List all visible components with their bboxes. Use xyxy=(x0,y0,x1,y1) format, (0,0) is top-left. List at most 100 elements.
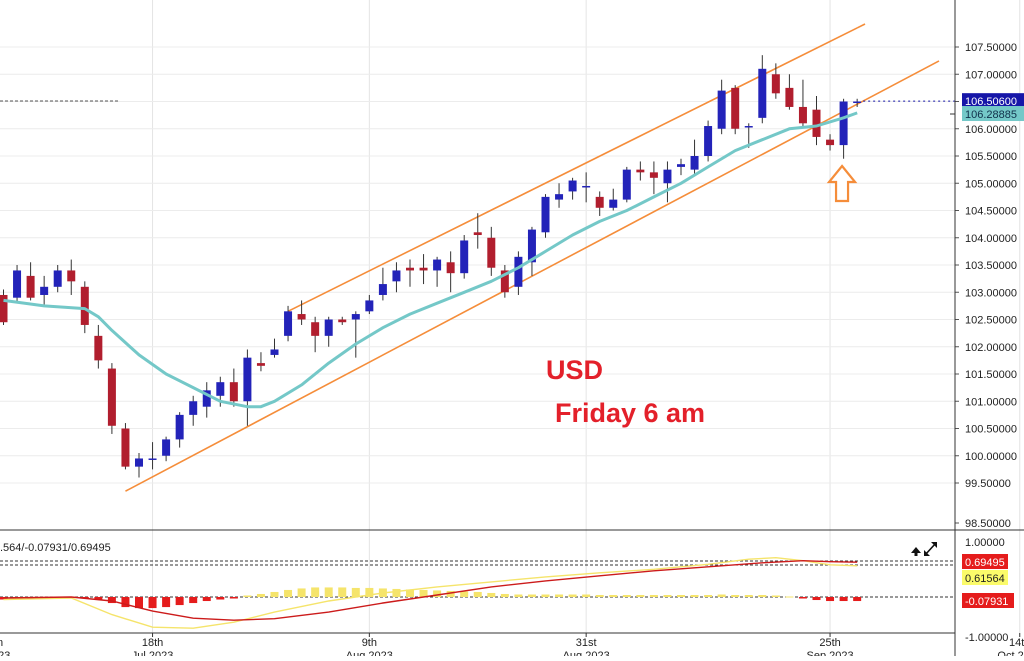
candle-down xyxy=(771,74,780,94)
candle-up xyxy=(663,169,672,184)
candle-down xyxy=(67,270,76,282)
y-tick-label: 107.00000 xyxy=(965,69,1017,81)
candle-up xyxy=(189,401,198,415)
candle-up xyxy=(609,199,618,208)
grid-lines xyxy=(0,0,1021,633)
candle-down xyxy=(0,294,8,323)
histogram-bar xyxy=(704,594,713,598)
histogram-bar xyxy=(80,597,89,599)
histogram-bar xyxy=(798,597,807,599)
histogram-bar xyxy=(229,597,238,599)
main-price-panel xyxy=(0,23,955,492)
indicator-tick-partial: -1.00000 xyxy=(965,632,1008,644)
scroll-up-icon xyxy=(911,547,921,556)
hist-value-box xyxy=(962,593,1014,608)
scroll-up-icon-head xyxy=(911,547,921,553)
y-tick-label: 103.00000 xyxy=(965,287,1017,299)
x-tick-day: 14th xyxy=(1009,637,1024,649)
candle-up xyxy=(162,439,171,456)
y-tick-label: 102.50000 xyxy=(965,315,1017,327)
candle-up xyxy=(514,256,523,287)
candle-down xyxy=(731,87,740,129)
candle-down xyxy=(297,314,306,320)
candle-down xyxy=(121,428,130,467)
x-tick-month: Oct 2023 xyxy=(997,650,1024,656)
histogram-bar xyxy=(419,589,428,598)
y-tick-label: 105.00000 xyxy=(965,178,1017,190)
ma-price-box xyxy=(962,106,1024,122)
candle-down xyxy=(812,109,821,137)
channel-line-extension-lower xyxy=(856,60,940,105)
candle-up xyxy=(758,68,767,118)
candle-down xyxy=(338,319,347,323)
candle-up xyxy=(568,180,577,192)
histogram-bar xyxy=(555,594,564,598)
candle-up xyxy=(284,311,293,336)
hist-value-label: -0.07931 xyxy=(965,596,1008,608)
indicator-tick-label: 1.00000 xyxy=(965,537,1005,549)
histogram-bar xyxy=(690,594,699,598)
histogram-bar xyxy=(392,588,401,598)
histogram-bar xyxy=(121,597,130,608)
histogram-bar xyxy=(135,597,143,609)
candle-up xyxy=(433,259,442,271)
instrument-label: USD xyxy=(546,355,603,385)
candle-down xyxy=(406,267,414,271)
histogram-bar xyxy=(636,594,645,598)
x-tick-day: 31st xyxy=(576,637,597,649)
ma-value-label: 0.61564 xyxy=(965,573,1005,585)
histogram-bar xyxy=(785,596,794,598)
x-tick-day: 9th xyxy=(362,637,377,649)
candle-up xyxy=(541,196,550,233)
channel-line-extension-upper xyxy=(856,23,866,29)
histogram-bar xyxy=(663,594,672,598)
histogram-bar xyxy=(527,594,536,598)
time-annotation: Friday 6 am xyxy=(555,398,705,428)
histogram-bar xyxy=(365,587,374,598)
x-tick-day: 25th xyxy=(819,637,840,649)
last-price-label: 106.50600 xyxy=(965,96,1017,108)
histogram-bar xyxy=(94,597,103,600)
expand-icon xyxy=(924,542,937,556)
candle-up xyxy=(175,414,184,440)
x-tick-month-partial: 023 xyxy=(0,650,10,656)
indicator-signal-line xyxy=(3,559,858,621)
histogram-bar xyxy=(677,594,685,598)
ma-value-box xyxy=(962,570,1008,585)
histogram-bar xyxy=(771,595,780,598)
histogram-bar xyxy=(460,591,469,598)
candle-up xyxy=(460,240,469,274)
histogram-bar xyxy=(270,591,279,598)
y-tick-label: 99.50000 xyxy=(965,478,1011,490)
candle-up xyxy=(365,300,374,312)
histogram-bar xyxy=(406,589,414,598)
candle-down xyxy=(80,286,89,325)
candle-up xyxy=(853,101,862,103)
up-arrow-icon xyxy=(826,164,858,203)
candle-down xyxy=(311,322,320,336)
histogram-bar xyxy=(839,597,848,602)
candle-up xyxy=(392,270,401,282)
candle-down xyxy=(229,382,238,402)
histogram-bar xyxy=(473,591,482,598)
histogram-bar xyxy=(649,594,658,598)
histogram-bar xyxy=(433,590,442,598)
histogram-bar xyxy=(609,594,618,598)
histogram-bar xyxy=(311,587,320,598)
x-tick-day: 18th xyxy=(142,637,163,649)
candle-up xyxy=(148,458,157,460)
histogram-bar xyxy=(568,594,577,598)
scroll-up-icon-stem xyxy=(914,552,918,556)
candle-up xyxy=(527,229,536,263)
candle-up xyxy=(202,390,211,407)
candle-up xyxy=(216,382,225,396)
candle-up xyxy=(622,169,631,200)
histogram-bar xyxy=(148,597,157,609)
histogram-bar xyxy=(853,597,862,602)
y-tick-label: 104.50000 xyxy=(965,206,1017,218)
candle-up xyxy=(717,90,726,129)
histogram-bar xyxy=(351,587,360,598)
y-tick-label: 100.50000 xyxy=(965,424,1017,436)
